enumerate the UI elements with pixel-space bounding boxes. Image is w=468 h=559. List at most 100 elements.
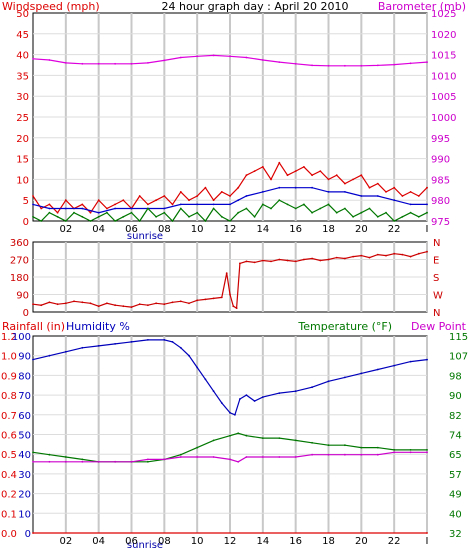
wind-point-3-4 <box>64 220 67 222</box>
weather-x-tick-label: 08 <box>158 536 171 547</box>
panel-wind-left-ticks: 0 5 10 15 20 25 30 35 40 45 50 <box>16 9 29 228</box>
wind-point-3-14 <box>147 207 149 210</box>
wind-point-3-5 <box>73 211 75 214</box>
wind-point-1-25 <box>237 186 240 189</box>
rainfall-tick-label: 1.2 <box>1 332 17 343</box>
direction-point-0-13 <box>138 303 141 306</box>
wind-point-3-2 <box>48 211 51 214</box>
rainfall-tick-label: 0.4 <box>1 470 17 481</box>
wind-point-3-10 <box>114 220 116 222</box>
temperature-tick-label: 49 <box>449 490 462 501</box>
direction-point-0-45 <box>376 253 379 256</box>
wind-point-3-18 <box>179 207 182 210</box>
wind-point-3-39 <box>352 215 354 218</box>
humidity-tick-label: 30 <box>18 470 31 481</box>
weather-point-1-16 <box>278 437 281 439</box>
wind-point-3-38 <box>344 207 346 210</box>
rainfall-tick-label: 0.5 <box>1 450 17 461</box>
direction-point-0-12 <box>130 306 133 308</box>
direction-point-0-9 <box>106 302 108 305</box>
windspeed-tick-label: 30 <box>16 92 29 103</box>
panel-weather-grid <box>33 336 428 533</box>
weather-point-2-21 <box>360 453 363 456</box>
direction-point-0-41 <box>344 257 346 260</box>
weather-point-0-24 <box>311 386 313 389</box>
wind-point-1-17 <box>171 203 174 206</box>
wind-point-1-1 <box>40 207 43 210</box>
weather-point-1-3 <box>81 458 84 461</box>
wind-point-0-14 <box>261 59 264 61</box>
windspeed-axis-label: Windspeed (mph) <box>2 0 100 13</box>
direction-degree-tick: 270 <box>10 256 29 267</box>
weather-x-tick-label: 06 <box>125 536 138 547</box>
wind-point-1-36 <box>327 178 330 181</box>
weather-point-0-2 <box>64 350 67 353</box>
wind-point-3-7 <box>89 220 92 222</box>
wind-x-tick-label: 10 <box>191 224 204 235</box>
wind-point-2-0 <box>32 203 34 206</box>
barometer-axis-label: Barometer (mb) <box>378 0 466 13</box>
wind-point-2-21 <box>360 195 363 197</box>
weather-point-2-12 <box>229 458 231 461</box>
weather-point-2-15 <box>261 456 264 458</box>
direction-point-0-39 <box>327 258 330 261</box>
direction-point-0-1 <box>40 304 43 307</box>
wind-point-3-40 <box>360 211 363 214</box>
wind-point-3-15 <box>155 215 158 218</box>
wind-point-1-42 <box>376 182 379 185</box>
wind-point-0-23 <box>409 62 412 65</box>
panel-weather-x-ticks: 02 04 06 08 10 12 14 16 18 20 22 I <box>59 536 428 547</box>
wind-point-3-41 <box>368 207 371 210</box>
wind-point-3-24 <box>229 220 231 222</box>
humidity-tick-label: 60 <box>18 411 31 422</box>
sunrise-label-top: sunrise <box>127 231 163 242</box>
wind-point-2-13 <box>237 199 240 202</box>
wind-point-1-29 <box>270 178 272 181</box>
wind-point-2-23 <box>393 199 396 202</box>
wind-point-2-4 <box>97 211 100 214</box>
direction-point-0-6 <box>81 301 84 304</box>
weather-point-0-17 <box>234 413 236 416</box>
rainfall-tick-label: 0.8 <box>1 391 17 402</box>
barometer-tick-label: 1010 <box>431 71 456 82</box>
windspeed-tick-label: 5 <box>23 196 29 207</box>
wind-point-1-8 <box>97 199 100 202</box>
wind-point-1-44 <box>393 186 396 189</box>
weather-point-2-2 <box>64 460 67 463</box>
wind-point-3-34 <box>311 211 313 214</box>
wind-point-0-5 <box>114 62 116 65</box>
temperature-tick-label: 32 <box>449 529 462 540</box>
wind-point-1-10 <box>114 203 116 206</box>
windspeed-tick-label: 20 <box>16 134 29 145</box>
wind-point-1-46 <box>409 191 412 193</box>
wind-point-1-16 <box>163 195 166 197</box>
weather-point-1-22 <box>376 446 379 449</box>
direction-point-0-23 <box>220 296 223 299</box>
wind-point-0-17 <box>311 64 313 67</box>
weather-point-2-9 <box>179 456 182 458</box>
wind-point-3-20 <box>196 211 199 214</box>
weather-series-line-2 <box>33 451 427 463</box>
weather-point-2-23 <box>393 451 396 454</box>
wind-point-3-9 <box>106 211 108 214</box>
rainfall-tick-label: 0.2 <box>1 490 17 501</box>
weather-point-2-5 <box>114 460 116 463</box>
windspeed-tick-label: 40 <box>16 51 29 62</box>
weather-point-0-16 <box>229 411 231 414</box>
direction-compass-tick: W <box>433 291 443 302</box>
wind-point-1-2 <box>48 203 51 206</box>
weather-point-2-7 <box>147 458 149 461</box>
wind-point-3-45 <box>401 215 404 218</box>
weather-point-0-13 <box>204 378 207 381</box>
weather-point-2-10 <box>196 456 199 458</box>
wind-point-2-10 <box>196 203 199 206</box>
direction-point-0-17 <box>171 301 174 304</box>
wind-point-1-7 <box>89 211 92 214</box>
weather-x-tick-label: 10 <box>191 536 204 547</box>
rainfall-tick-label: 0.0 <box>1 529 17 540</box>
direction-compass-tick: N <box>433 238 440 249</box>
wind-point-2-5 <box>114 207 116 210</box>
weather-point-0-27 <box>360 372 363 375</box>
rainfall-axis-label: Rainfall (in) <box>2 320 65 333</box>
